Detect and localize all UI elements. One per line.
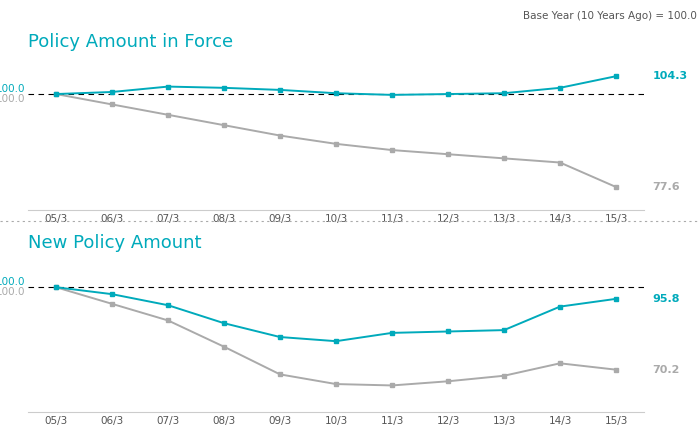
Text: 100.0: 100.0 [0,94,25,104]
Text: 95.8: 95.8 [652,294,680,304]
Text: 104.3: 104.3 [652,71,687,81]
Legend: T&D, Japanese life insurance industry: T&D, Japanese life insurance industry [33,282,265,292]
Text: 100.0: 100.0 [0,277,25,287]
Text: Base Year (10 Years Ago) = 100.0: Base Year (10 Years Ago) = 100.0 [523,11,696,21]
Text: New Policy Amount: New Policy Amount [28,234,202,252]
Text: 100.0: 100.0 [0,84,25,94]
Text: Policy Amount in Force: Policy Amount in Force [28,33,233,51]
Text: 70.2: 70.2 [652,365,680,374]
Text: 77.6: 77.6 [652,182,680,192]
Text: 100.0: 100.0 [0,287,25,297]
